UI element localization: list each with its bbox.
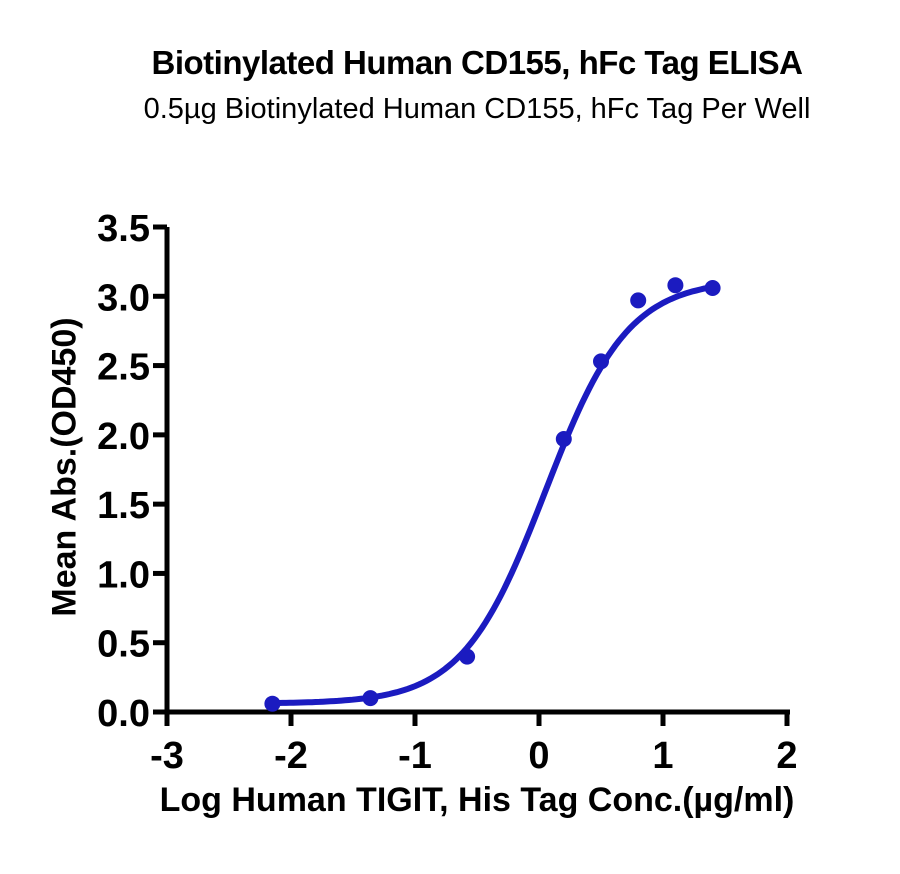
data-point	[459, 648, 476, 665]
y-tick-label: 3.5	[97, 208, 150, 250]
data-point	[704, 280, 721, 296]
x-tick-label: -3	[150, 735, 184, 777]
data-point	[555, 431, 572, 447]
data-point	[362, 690, 379, 707]
y-tick-label: 2.0	[97, 416, 150, 458]
x-axis-title: Log Human TIGIT, His Tag Conc.(µg/ml)	[159, 781, 795, 819]
y-tick-label: 3.0	[97, 277, 150, 319]
y-tick-label: 0.0	[97, 693, 150, 735]
y-tick-label: 1.0	[97, 554, 150, 596]
y-tick-label: 2.5	[97, 347, 150, 389]
x-tick-label: -2	[274, 735, 308, 777]
x-tick-label: 2	[776, 735, 797, 777]
x-tick-label: -1	[398, 735, 432, 777]
fit-curve	[268, 283, 719, 707]
data-point	[667, 277, 684, 294]
data-point	[264, 695, 281, 712]
data-point	[630, 292, 647, 309]
chart-subtitle: 0.5µg Biotinylated Human CD155, hFc Tag …	[143, 93, 811, 125]
y-tick-label: 0.5	[97, 624, 150, 666]
data-point	[593, 353, 609, 370]
axis-frame	[164, 227, 790, 715]
x-tick-label: 0	[528, 735, 549, 777]
chart-title: Biotinylated Human CD155, hFc Tag ELISA	[151, 44, 804, 81]
y-tick-label: 1.5	[97, 485, 150, 527]
x-tick-label: 1	[652, 735, 673, 777]
